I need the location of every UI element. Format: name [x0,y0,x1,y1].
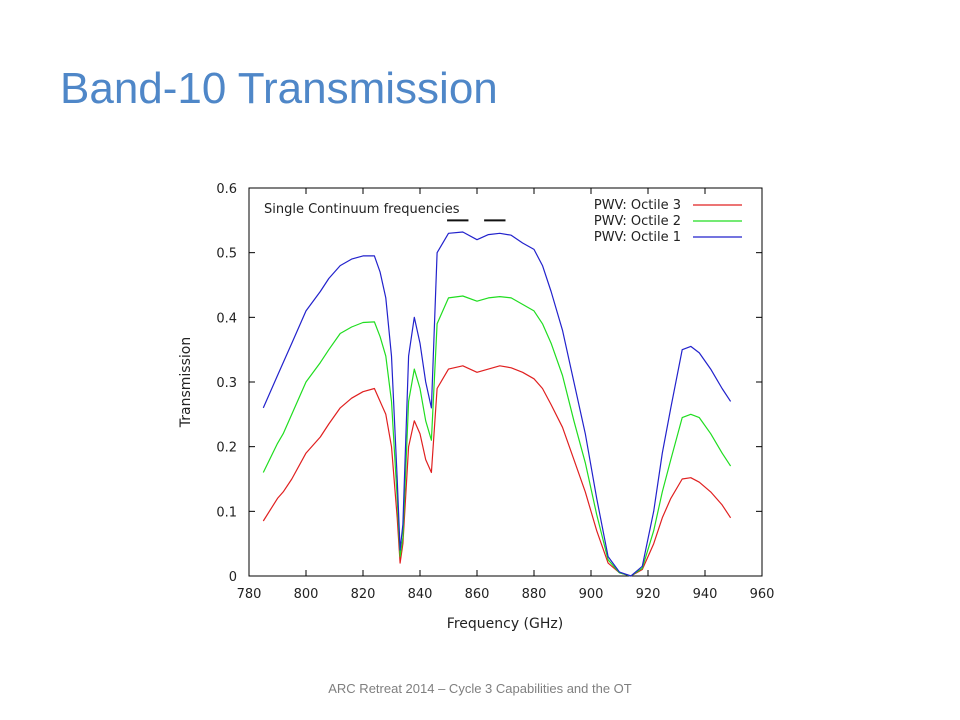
continuum-annotation: Single Continuum frequencies [264,202,506,222]
y-tick-label: 0.4 [216,311,237,326]
slide-title: Band-10 Transmission [60,64,498,113]
x-tick-label: 960 [750,587,775,602]
x-tick-label: 840 [408,587,433,602]
x-tick-label: 800 [294,587,319,602]
x-tick-label: 880 [522,587,547,602]
y-axis: 0 0.1 0.2 0.3 0.4 0.5 0.6 [216,182,762,585]
legend-label: PWV: Octile 3 [594,198,681,213]
series-lines [262,231,732,577]
x-tick-label: 920 [636,587,661,602]
annotation-label: Single Continuum frequencies [264,202,460,217]
y-tick-label: 0.2 [216,441,237,456]
y-tick-label: 0.3 [216,376,237,391]
legend-label: PWV: Octile 2 [594,214,681,229]
y-tick-label: 0.5 [216,247,237,262]
slide-footer: ARC Retreat 2014 – Cycle 3 Capabilities … [328,681,632,696]
y-tick-label: 0 [229,570,237,585]
y-tick-label: 0.6 [216,182,237,197]
x-tick-label: 900 [579,587,604,602]
x-tick-label: 820 [351,587,376,602]
x-axis-label: Frequency (GHz) [447,616,563,632]
plot-area [248,187,763,577]
x-tick-label: 940 [693,587,718,602]
legend-label: PWV: Octile 1 [594,230,681,245]
series-line-1 [262,365,732,577]
x-tick-label: 860 [465,587,490,602]
x-axis: 780 800 820 840 860 880 900 920 940 960 [237,188,775,602]
x-tick-label: 780 [237,587,262,602]
y-tick-label: 0.1 [216,505,237,520]
series-line-2 [262,295,732,577]
series-line-3 [262,231,732,577]
y-axis-label: Transmission [178,337,194,428]
